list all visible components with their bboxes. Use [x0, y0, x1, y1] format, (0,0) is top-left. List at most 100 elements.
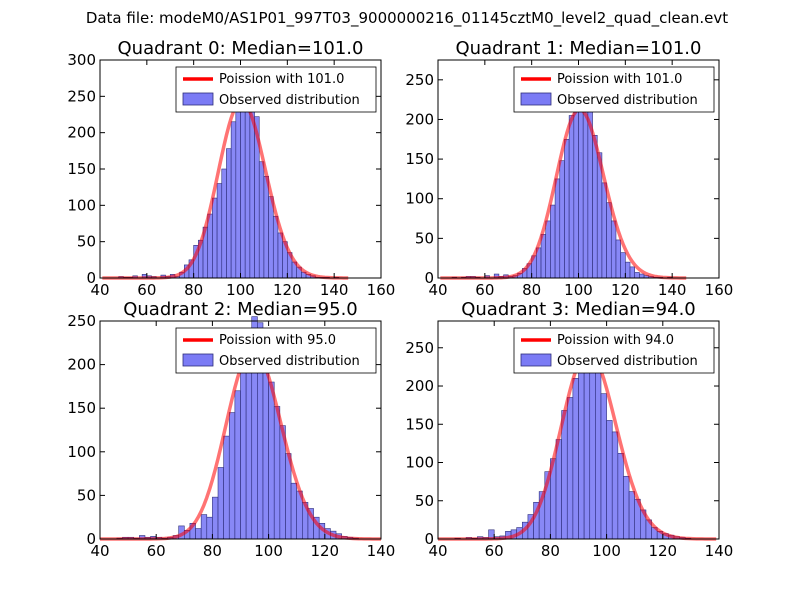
histogram-bar: [268, 196, 274, 279]
histogram-bar: [200, 514, 208, 540]
x-tick-label: 80: [203, 542, 222, 560]
x-tick-label: 120: [648, 542, 677, 560]
histogram-bar: [234, 390, 241, 540]
quadrant-3-legend: Poission with 94.0 Observed distribution: [513, 327, 715, 374]
histogram-bar: [623, 475, 630, 540]
histogram-bar: [249, 109, 255, 279]
histogram-bar: [617, 453, 624, 540]
histogram-bar: [566, 397, 574, 540]
x-tick-label: 160: [367, 281, 396, 299]
y-tick-label: 200: [67, 124, 96, 142]
histogram-bar: [212, 496, 219, 540]
histogram-bar: [240, 368, 247, 540]
x-tick-label: 40: [428, 281, 447, 299]
x-tick-label: 120: [273, 281, 302, 299]
histogram-bar: [625, 261, 631, 279]
histogram-bar: [277, 232, 283, 279]
y-tick-label: 50: [415, 492, 434, 510]
histogram-bar: [628, 491, 636, 540]
x-tick-label: 80: [522, 281, 541, 299]
y-tick-label: 0: [424, 530, 434, 548]
x-tick-label: 40: [90, 281, 109, 299]
histogram-bar: [230, 121, 237, 279]
histogram-bar: [235, 92, 241, 279]
histogram-bar: [595, 370, 602, 540]
histogram-bar: [620, 252, 626, 279]
y-tick-label: 100: [405, 190, 434, 208]
histogram-bar: [244, 88, 251, 279]
legend-bars-label: Observed distribution: [557, 354, 698, 369]
y-tick-label: 200: [405, 377, 434, 395]
histogram-bar: [606, 202, 612, 279]
histogram-bar: [550, 204, 556, 279]
legend-curve-label: Poission with 101.0: [557, 72, 682, 87]
x-tick-label: 40: [90, 542, 109, 560]
histogram-bar: [207, 213, 213, 279]
histogram-bar: [212, 197, 218, 279]
y-tick-label: 100: [67, 443, 96, 461]
x-tick-label: 60: [475, 281, 494, 299]
histogram-bar: [615, 239, 621, 279]
quadrant-0-title: Quadrant 0: Median=101.0: [118, 38, 364, 59]
legend-curve-label: Poission with 94.0: [557, 333, 674, 348]
legend-curve-label: Poission with 95.0: [219, 333, 336, 348]
histogram-bar: [262, 355, 269, 540]
histogram-bar: [564, 138, 570, 279]
y-tick-label: 200: [67, 356, 96, 374]
quadrant-1-title: Quadrant 1: Median=101.0: [456, 38, 702, 59]
x-tick-label: 80: [184, 281, 203, 299]
y-tick-label: 250: [67, 312, 96, 330]
histogram-bar: [610, 220, 617, 279]
histogram-bar: [217, 467, 224, 540]
histogram-bar: [195, 528, 202, 540]
histogram-bar: [258, 161, 265, 279]
histogram-bar: [554, 178, 561, 279]
quadrant-2-axes-frame: [99, 320, 382, 540]
histogram-bar: [589, 349, 596, 540]
histogram-bar: [223, 435, 230, 540]
quadrant-0-plot: Quadrant 0: Median=101.0 40 60 80 100 120 140 1…: [67, 38, 395, 299]
y-tick-label: 250: [67, 87, 96, 105]
quadrant-3-bars: [454, 343, 692, 540]
x-tick-label: 160: [705, 281, 734, 299]
histogram-bar: [587, 111, 593, 279]
y-tick-label: 250: [405, 71, 434, 89]
histogram-bar: [611, 431, 619, 540]
histogram-bar: [601, 182, 607, 279]
quadrant-3-axes-frame: [437, 320, 720, 540]
x-tick-label: 100: [564, 281, 593, 299]
histogram-bar: [572, 378, 579, 540]
histogram-bar: [273, 406, 281, 540]
y-tick-label: 0: [86, 530, 96, 548]
legend-bars-label: Observed distribution: [557, 93, 698, 108]
quadrant-1-legend: Poission with 101.0 Observed distribution: [513, 66, 715, 113]
y-tick-label: 50: [77, 233, 96, 251]
legend-bars-swatch: [182, 92, 214, 106]
histogram-bar: [606, 420, 613, 540]
quadrant-1-plot: Quadrant 1: Median=101.0 40 60 80 100 120 140 1…: [405, 38, 733, 299]
legend-bars-swatch: [182, 353, 214, 367]
legend-bars-label: Observed distribution: [219, 93, 360, 108]
x-tick-label: 60: [137, 281, 156, 299]
y-tick-label: 300: [67, 51, 96, 69]
histogram-bar: [561, 410, 568, 540]
histogram-bar: [540, 234, 547, 279]
histogram-bar: [592, 135, 598, 279]
y-tick-label: 100: [67, 196, 96, 214]
y-tick-label: 150: [405, 415, 434, 433]
x-tick-label: 100: [592, 542, 621, 560]
quadrant-3-title: Quadrant 3: Median=94.0: [461, 299, 696, 320]
histogram-bar: [639, 273, 645, 279]
y-tick-label: 50: [77, 486, 96, 504]
quadrant-2-plot: Quadrant 2: Median=95.0 40 60 80 100 120 140 0 5…: [67, 299, 395, 560]
y-tick-label: 150: [67, 399, 96, 417]
histogram-bar: [290, 482, 297, 540]
histogram-bar: [216, 183, 223, 279]
histogram-bar: [568, 115, 575, 279]
legend-bars-swatch: [520, 92, 552, 106]
x-tick-label: 120: [310, 542, 339, 560]
y-tick-label: 100: [405, 454, 434, 472]
x-tick-label: 100: [226, 281, 255, 299]
x-tick-label: 80: [541, 542, 560, 560]
